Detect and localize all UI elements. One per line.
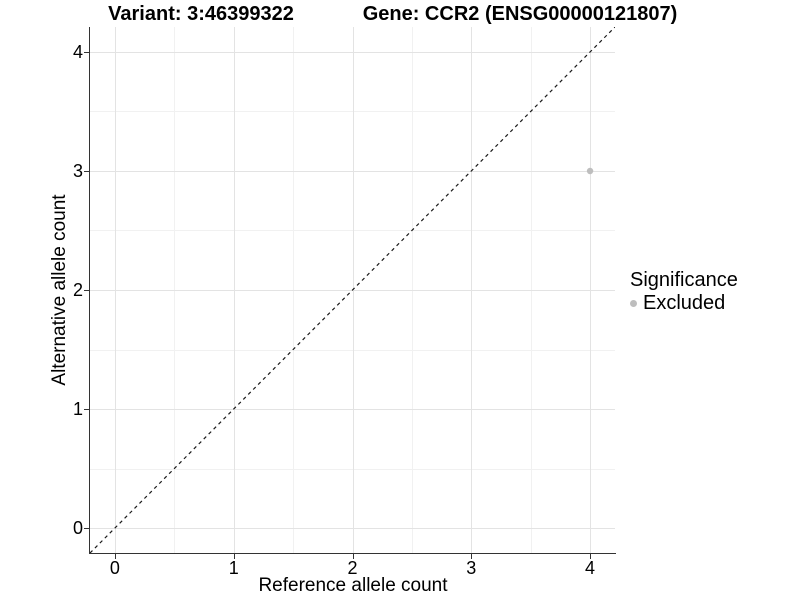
y-axis-line [89,27,90,554]
y-tick-mark [84,51,89,53]
x-tick-mark [590,554,592,559]
x-tick-label: 4 [585,558,596,578]
plot-canvas [90,27,615,553]
legend-point-icon [630,299,637,307]
y-tick-label: 1 [72,399,83,419]
y-tick-label: 0 [72,518,83,538]
x-tick-mark [352,554,354,559]
x-axis-title: Reference allele count [258,575,448,596]
y-tick-mark [84,528,89,529]
x-axis-line [89,553,616,554]
y-tick-mark [84,170,89,172]
grid-major-horizontal [90,409,615,410]
grid-major-horizontal [90,51,615,53]
grid-major-horizontal [90,170,615,172]
data-point [586,167,594,175]
plot-panel [90,27,615,553]
x-tick-mark [471,554,473,559]
x-tick-label: 2 [347,558,358,578]
x-tick-mark [114,554,116,559]
legend-entry-excluded: Excluded [630,292,738,314]
legend: Significance Excluded [630,269,738,314]
y-tick-mark [84,409,89,410]
x-tick-label: 3 [466,558,477,578]
x-tick-mark [233,554,235,559]
identity-reference-line [90,27,615,553]
x-tick-label: 1 [228,558,239,578]
y-tick-mark [84,290,89,291]
x-tick-label: 0 [109,558,120,578]
y-tick-label: 2 [72,280,83,300]
variant-title: Variant: 3:46399322 [108,3,294,25]
grid-major-horizontal [90,528,615,529]
legend-title: Significance [630,269,738,291]
legend-entry-label: Excluded [643,292,726,314]
gene-title: Gene: CCR2 (ENSG00000121807) [362,3,678,25]
y-tick-label: 4 [72,41,83,62]
y-tick-label: 3 [72,160,83,181]
